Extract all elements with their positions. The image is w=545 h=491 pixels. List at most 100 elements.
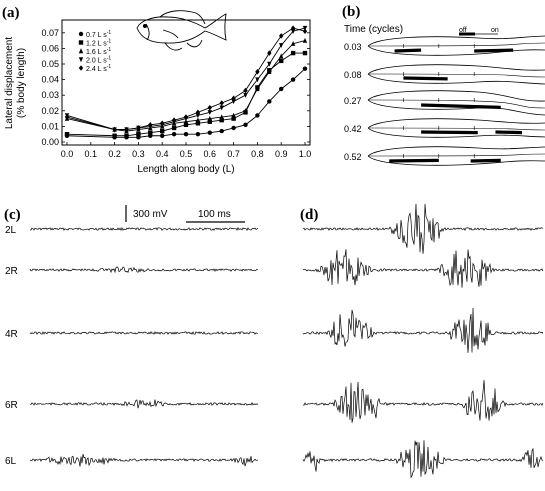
data-point [255,69,260,75]
data-point [64,114,70,120]
x-ticks: 0.0 0.1 0.2 0.3 0.4 0.5 0.6 0.7 0.8 0.9 1.0 [61,142,312,159]
series-4 [64,25,308,133]
emg-trace-line [302,380,544,423]
data-point [243,87,248,94]
midline-panel: Time (cycles) off on 0.03 0.08 0.27 0.42 0.5… [344,24,545,166]
emg-activity-bar [394,48,422,53]
data-point [64,132,70,137]
emg-activity-bar [421,103,501,109]
x-tick-label: 1.0 [299,149,312,159]
data-point [124,126,129,133]
data-point [255,113,260,118]
y-ticks: 0.00 0.01 0.02 0.03 0.04 0.05 0.06 0.07 [41,28,310,147]
y-tick-label: 0.05 [41,59,59,69]
x-axis-label: Length along body (L) [137,164,234,175]
data-point [219,114,224,120]
emg-trace-line [302,249,544,288]
data-point [160,120,165,127]
data-point [231,99,236,105]
data-point [243,93,248,98]
panel-c-label: (c) [4,207,21,223]
legend-entry-sup: -1 [107,30,112,36]
x-tick-label: 0.4 [156,149,169,159]
data-point [207,110,212,116]
y-tick-label: 0.04 [41,75,59,85]
data-point [279,53,284,59]
time-value: 0.27 [344,96,362,106]
trace-label: 4R [5,329,18,340]
time-value: 0.42 [344,124,362,134]
data-point [195,132,201,137]
emg-activity-bar [474,48,514,53]
emg-activity-bar [389,158,439,163]
data-point [231,112,236,118]
emg-trace: 4R [5,329,258,340]
data-point [243,122,248,128]
x-tick-label: 0.0 [61,149,74,159]
data-point [302,66,308,71]
data-point [279,58,284,64]
data-point [255,77,260,83]
trace-label: 6R [5,400,18,411]
trace-label: 2L [5,225,17,236]
emg-trace: 2L [5,225,259,236]
x-tick-label: 0.5 [180,149,193,159]
data-point [267,69,272,74]
body-outline-upper [367,146,545,157]
panel-d-label: (d) [300,207,318,223]
data-point [124,133,129,138]
body-outline-upper [367,35,545,47]
legend-marker [78,57,84,63]
legend-entry-name: 1.2 L s [86,41,107,48]
body-outline-upper [367,118,545,129]
emg-trace: 6L [5,454,259,467]
emg-trace [302,307,544,353]
midline [367,153,545,157]
emg-trace-line [29,399,259,409]
legend-entry-sup: -1 [107,64,112,70]
legend-entry: 2.0 L s-1 [86,56,111,65]
legend-entry-name: 2.0 L s [86,58,107,65]
fish-illustration [136,10,227,51]
legend-entry-name: 1.6 L s [86,49,107,56]
time-value: 0.52 [344,152,362,162]
displacement-chart: 0.0 0.1 0.2 0.3 0.4 0.5 0.6 0.7 0.8 0.9 1.0 0.000.… [4,10,312,175]
midline [367,73,545,78]
y-tick-label: 0.03 [41,90,59,100]
midline [367,99,545,109]
midline-row: 0.03 [344,35,545,56]
x-tick-label: 0.2 [108,149,121,159]
body-outline-lower [367,73,545,85]
emg-activity-bar [470,158,501,163]
y-tick-label: 0.07 [41,28,59,38]
body-outline-lower [367,127,545,138]
on-label: on [491,27,499,34]
emg-trace-line [29,266,259,274]
x-tick-label: 0.7 [227,149,240,159]
data-point [231,125,236,131]
y-tick-label: 0.00 [41,137,59,147]
body-outline-lower [367,45,545,56]
data-point [302,25,308,31]
data-point [290,41,296,46]
data-point [183,119,189,124]
legend-marker [78,65,84,71]
emg-trace-line [302,203,544,254]
data-point [219,117,224,123]
x-tick-label: 0.3 [132,149,145,159]
data-point [290,25,296,31]
emg-trace-line [29,331,258,335]
data-point [279,43,284,48]
body-outline-upper [367,90,545,102]
emg-activity-bar [421,130,478,135]
legend-marker [78,48,84,54]
trace-label: 6L [5,456,17,467]
voltage-scale-label: 300 mV [133,209,168,220]
data-point [279,33,284,39]
data-point [148,130,153,135]
data-point [267,61,272,67]
legend: 0.7 L s-11.2 L s-11.6 L s-12.0 L s-12.4 … [78,30,112,73]
data-point [160,128,165,134]
data-point [267,99,272,104]
series-0 [64,66,308,140]
